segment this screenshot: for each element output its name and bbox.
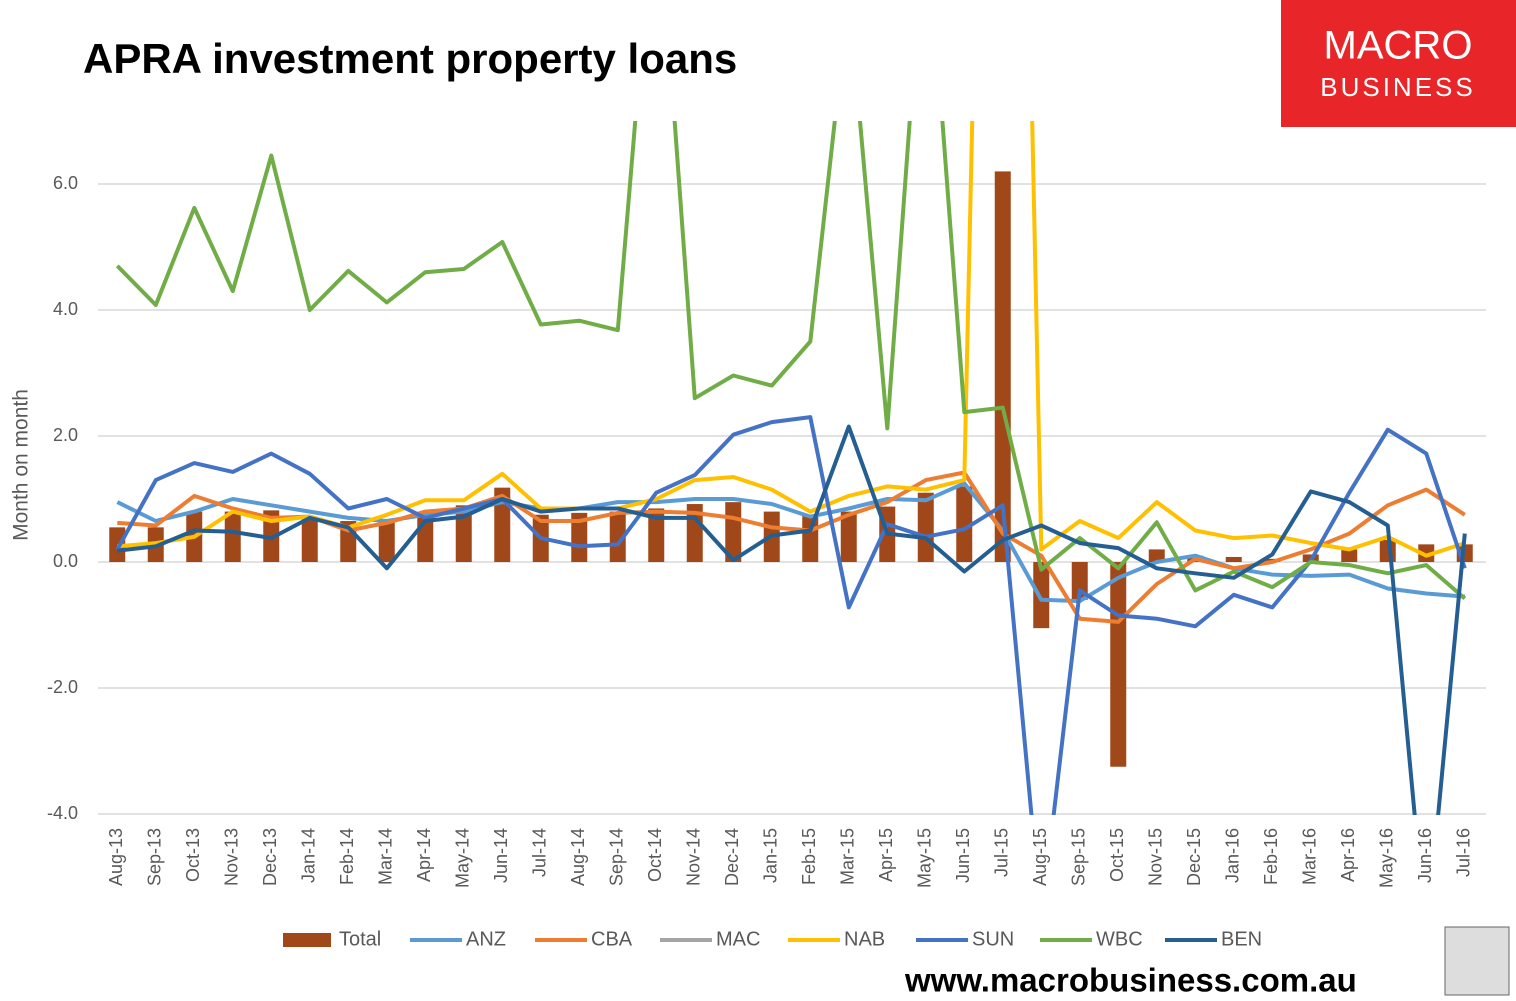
bar — [840, 511, 857, 562]
x-tick-label: Jul-16 — [1454, 828, 1474, 877]
legend-label: WBC — [1096, 928, 1143, 950]
bar — [1418, 544, 1435, 562]
y-tick-label: -4.0 — [47, 803, 78, 823]
x-tick-label: Jun-14 — [491, 828, 511, 883]
x-tick-label: Oct-14 — [645, 828, 665, 882]
y-tick-label: 0.0 — [53, 551, 78, 571]
x-tick-label: May-16 — [1377, 828, 1397, 888]
x-tick-label: Feb-15 — [799, 828, 819, 885]
x-tick-label: Jul-15 — [992, 828, 1012, 877]
bar — [648, 508, 665, 562]
bar — [994, 171, 1011, 562]
x-tick-label: Feb-14 — [337, 828, 357, 885]
bar — [917, 492, 934, 562]
x-tick-label: Oct-15 — [1107, 828, 1127, 882]
x-tick-label: Jun-15 — [953, 828, 973, 883]
line — [116, 481, 1465, 604]
y-tick-label: 6.0 — [53, 173, 78, 193]
legend-label: NAB — [844, 928, 885, 950]
y-axis-label: Month on month — [10, 389, 33, 541]
x-tick-label: Jul-14 — [530, 828, 550, 877]
legend-label: MAC — [716, 928, 760, 950]
x-tick-label: Mar-14 — [376, 828, 396, 885]
website: www.macrobusiness.com.au — [904, 962, 1357, 999]
bar — [224, 511, 241, 562]
bar — [1341, 549, 1358, 562]
legend-label: BEN — [1221, 928, 1262, 950]
plot-area — [109, 121, 1473, 815]
x-tick-label: Sep-13 — [145, 828, 165, 886]
x-tick-label: Aug-14 — [568, 828, 588, 886]
x-tick-label: May-15 — [915, 828, 935, 888]
fox-icon — [1444, 926, 1510, 996]
x-tick-label: Jan-14 — [299, 828, 319, 883]
bar — [802, 514, 819, 562]
y-tick-label: 2.0 — [53, 425, 78, 445]
x-tick-label: Mar-15 — [838, 828, 858, 885]
x-tick-label: Nov-14 — [684, 828, 704, 886]
line — [117, 470, 1466, 624]
x-tick-label: Jan-15 — [761, 828, 781, 883]
bar — [1033, 562, 1050, 629]
legend-label: SUN — [972, 928, 1014, 950]
y-tick-label: 4.0 — [53, 299, 78, 319]
x-tick-label: Aug-13 — [106, 828, 126, 886]
bar — [301, 516, 318, 562]
legend-label: Total — [339, 928, 381, 950]
bar — [1225, 556, 1242, 562]
x-tick-label: Dec-14 — [722, 828, 742, 886]
x-tick-label: Jun-16 — [1415, 828, 1435, 883]
x-tick-label: May-14 — [453, 828, 473, 888]
line — [115, 415, 1467, 815]
logo-text: MACRO — [1324, 24, 1473, 68]
x-tick-label: Nov-15 — [1146, 828, 1166, 886]
bar — [494, 487, 511, 562]
x-tick-label: Dec-15 — [1184, 828, 1204, 886]
x-tick-label: Jan-16 — [1223, 828, 1243, 883]
logo-box — [1281, 0, 1516, 127]
chart-title: APRA investment property loans — [83, 35, 737, 82]
y-tick-label: -2.0 — [47, 677, 78, 697]
bar — [571, 512, 588, 562]
x-tick-label: Feb-16 — [1261, 828, 1281, 885]
x-tick-label: Dec-13 — [260, 828, 280, 886]
bar — [1110, 562, 1127, 767]
bar — [1071, 562, 1088, 600]
bar — [609, 511, 626, 562]
bar — [956, 486, 973, 562]
legend-label: ANZ — [466, 928, 506, 950]
bar — [378, 521, 395, 562]
x-tick-label: Mar-16 — [1300, 828, 1320, 885]
legend-label: CBA — [591, 928, 633, 950]
x-tick-label: Sep-15 — [1069, 828, 1089, 886]
x-tick-label: Nov-13 — [222, 828, 242, 886]
x-tick-label: Aug-15 — [1030, 828, 1050, 886]
line — [117, 424, 1467, 815]
logo-text: BUSINESS — [1320, 72, 1476, 102]
x-tick-label: Apr-14 — [414, 828, 434, 882]
bar — [1148, 549, 1165, 562]
bar — [455, 505, 472, 562]
x-tick-label: Apr-15 — [876, 828, 896, 882]
x-tick-label: Oct-13 — [183, 828, 203, 882]
legend-swatch — [283, 933, 331, 947]
x-tick-label: Sep-14 — [607, 828, 627, 886]
x-tick-label: Apr-16 — [1338, 828, 1358, 882]
